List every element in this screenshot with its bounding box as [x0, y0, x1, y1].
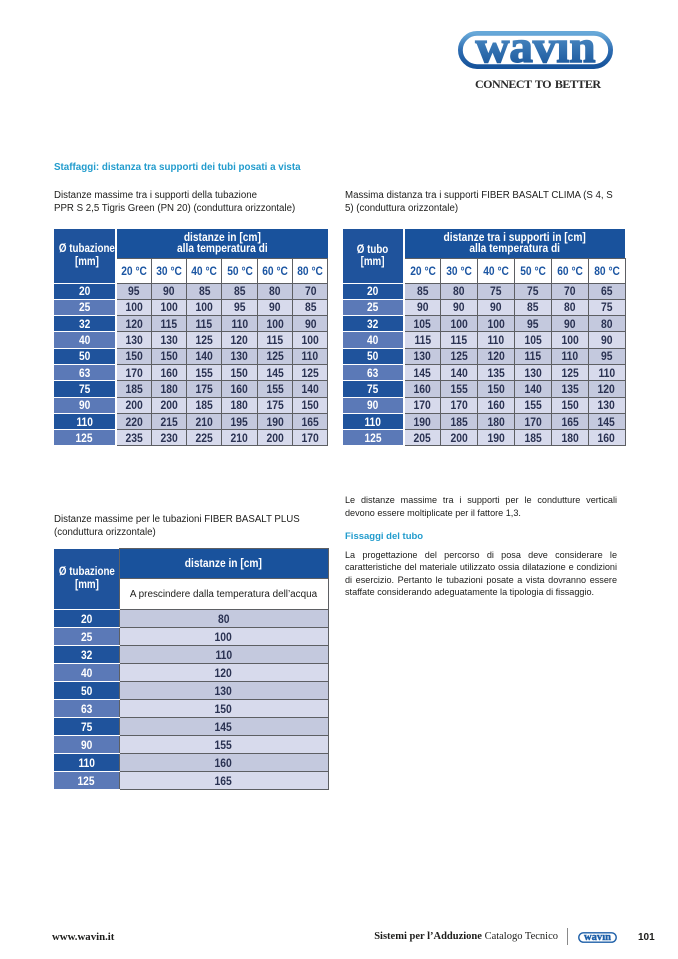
- svg-text:wavın: wavın: [584, 932, 611, 943]
- svg-text:wavın: wavın: [476, 31, 596, 69]
